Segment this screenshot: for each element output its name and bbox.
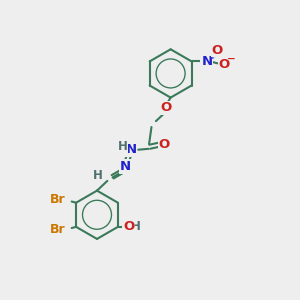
Text: H: H bbox=[118, 140, 128, 153]
Text: O: O bbox=[160, 101, 172, 114]
Text: H: H bbox=[93, 169, 103, 182]
Text: −: − bbox=[226, 54, 236, 64]
Text: O: O bbox=[219, 58, 230, 71]
Text: Br: Br bbox=[50, 223, 66, 236]
Text: N: N bbox=[120, 160, 131, 173]
Text: O: O bbox=[212, 44, 223, 57]
Text: Br: Br bbox=[50, 193, 66, 206]
Text: O: O bbox=[159, 138, 170, 151]
Text: N: N bbox=[201, 55, 212, 68]
Text: O: O bbox=[123, 220, 134, 233]
Text: +: + bbox=[209, 52, 217, 61]
Text: N: N bbox=[125, 143, 136, 156]
Text: H: H bbox=[130, 220, 140, 233]
